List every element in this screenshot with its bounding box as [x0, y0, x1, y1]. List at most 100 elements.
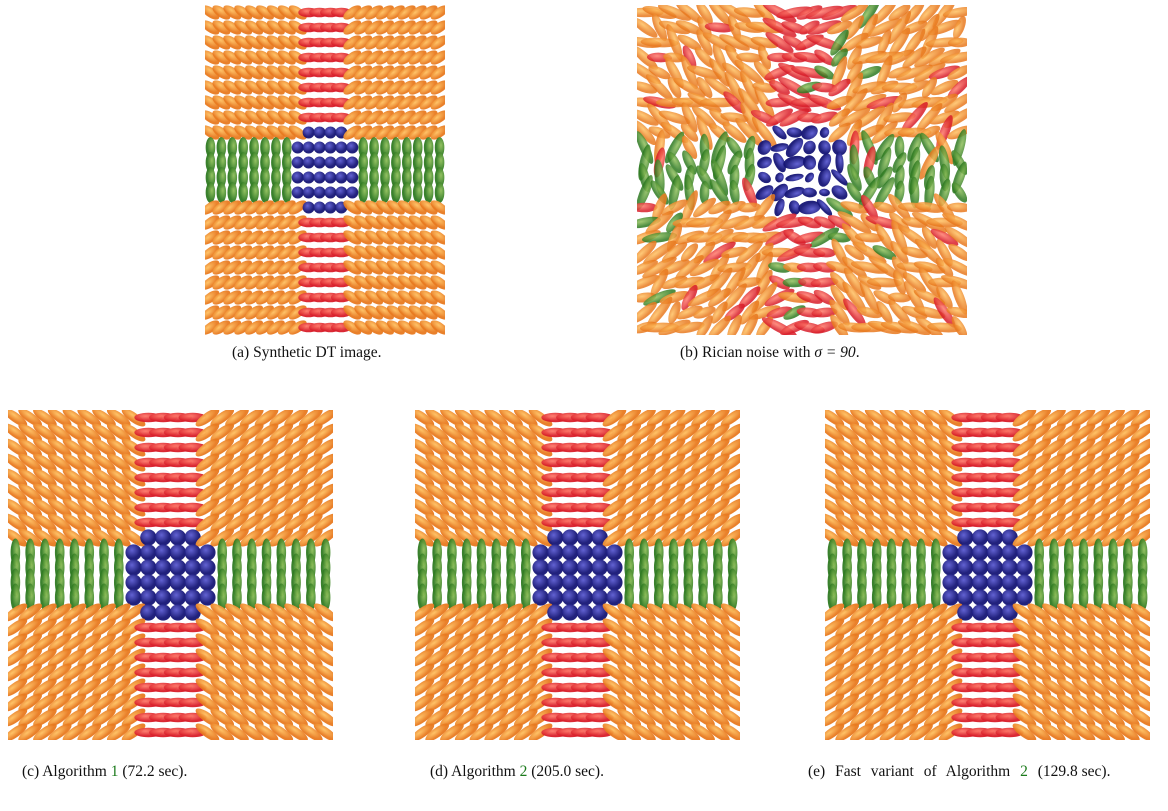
tensor-glyph [140, 529, 156, 545]
tensor-glyph [1016, 544, 1032, 560]
tensor-glyph [957, 589, 973, 605]
tensor-glyph [957, 529, 973, 545]
tensor-glyph [324, 157, 336, 169]
tensor-glyph [547, 529, 563, 545]
tensor-glyph [562, 604, 578, 620]
tensor-glyph [217, 182, 227, 203]
tensor-glyph [140, 604, 156, 620]
tensor-glyph [155, 544, 171, 560]
tensor-glyph [592, 574, 608, 590]
tensor-glyph [592, 544, 608, 560]
tensor-glyph [785, 172, 805, 182]
tensor-glyph [562, 559, 578, 575]
tensor-glyph [292, 142, 304, 154]
tensor-glyph [987, 559, 1003, 575]
tensor-glyph [577, 529, 593, 545]
tensor-glyph [358, 182, 368, 203]
tensor-glyph [577, 559, 593, 575]
caption: (d) Algorithm 2 (205.0 sec). [430, 762, 604, 781]
tensor-image [637, 5, 967, 335]
tensor-glyph [1016, 559, 1032, 575]
tensor-glyph [303, 142, 315, 154]
tensor-glyph [987, 604, 1003, 620]
tensor-glyph [260, 182, 270, 203]
tensor-glyph [185, 574, 201, 590]
tensor-glyph [140, 589, 156, 605]
tensor-glyph [972, 529, 988, 545]
tensor-glyph [774, 171, 786, 183]
caption-text: Fast variant of Algorithm [835, 763, 1010, 780]
tensor-glyph [577, 544, 593, 560]
tensor-glyph [957, 604, 973, 620]
tensor-glyph [532, 559, 548, 575]
tensor-glyph [335, 142, 347, 154]
tensor-glyph [606, 544, 622, 560]
tensor-glyph [199, 574, 215, 590]
tensor-glyph [324, 172, 336, 184]
tensor-glyph [756, 169, 773, 185]
tensor-glyph [282, 182, 292, 203]
tensor-glyph [238, 182, 248, 203]
tensor-glyph [303, 172, 315, 184]
tensor-glyph [577, 604, 593, 620]
tensor-glyph [547, 559, 563, 575]
caption: (c) Algorithm 1 (72.2 sec). [22, 762, 187, 781]
tensor-glyph [125, 559, 141, 575]
caption: (e) Fast variant of Algorithm 2 (129.8 s… [808, 762, 1160, 781]
tensor-glyph [942, 574, 958, 590]
algorithm-ref[interactable]: 1 [111, 763, 119, 780]
caption-text: Algorithm [42, 763, 107, 780]
tensor-image [205, 5, 445, 335]
tensor-glyph [170, 529, 186, 545]
tensor-glyph [314, 202, 326, 214]
tensor-glyph [170, 544, 186, 560]
tensor-glyph [562, 544, 578, 560]
tensor-image [415, 410, 740, 740]
tensor-glyph [155, 559, 171, 575]
tensor-glyph [562, 574, 578, 590]
algorithm-ref[interactable]: 2 [1020, 763, 1028, 780]
caption-math: σ = 90 [814, 344, 855, 361]
tensor-glyph [801, 139, 818, 157]
tensor-glyph [125, 544, 141, 560]
caption-text: . [856, 344, 860, 361]
algorithm-ref[interactable]: 2 [520, 763, 528, 780]
tensor-glyph [819, 188, 831, 196]
caption: (a) Synthetic DT image. [232, 343, 382, 362]
tensor-glyph [547, 589, 563, 605]
tensor-glyph [346, 187, 358, 199]
tensor-glyph [199, 559, 215, 575]
tensor-glyph [942, 559, 958, 575]
tensor-glyph [324, 142, 336, 154]
tensor-glyph [314, 127, 326, 139]
tensor-glyph [185, 544, 201, 560]
tensor-glyph [972, 544, 988, 560]
caption-label: (d) [430, 763, 448, 780]
tensor-glyph [755, 154, 773, 170]
caption-text: (129.8 sec). [1038, 763, 1111, 780]
tensor-glyph [987, 589, 1003, 605]
tensor-glyph [335, 187, 347, 199]
tensor-glyph [1002, 559, 1018, 575]
tensor-glyph [199, 544, 215, 560]
tensor-glyph [532, 544, 548, 560]
tensor-glyph [335, 157, 347, 169]
tensor-glyph [170, 559, 186, 575]
tensor-glyph [972, 604, 988, 620]
tensor-glyph [140, 559, 156, 575]
tensor-glyph [314, 172, 326, 184]
caption-text: (205.0 sec). [531, 763, 604, 780]
tensor-glyph [346, 142, 358, 154]
caption-label: (a) [232, 344, 249, 361]
tensor-glyph [562, 589, 578, 605]
tensor-glyph [577, 574, 593, 590]
caption: (b) Rician noise with σ = 90. [680, 343, 860, 362]
tensor-glyph [140, 544, 156, 560]
tensor-glyph [346, 172, 358, 184]
figure: {"panels": [ {"label": "(a)", "text": "S… [0, 0, 1168, 811]
tensor-glyph [818, 126, 830, 140]
tensor-glyph [547, 544, 563, 560]
tensor-glyph [155, 604, 171, 620]
tensor-glyph [206, 182, 216, 203]
tensor-glyph [292, 172, 304, 184]
